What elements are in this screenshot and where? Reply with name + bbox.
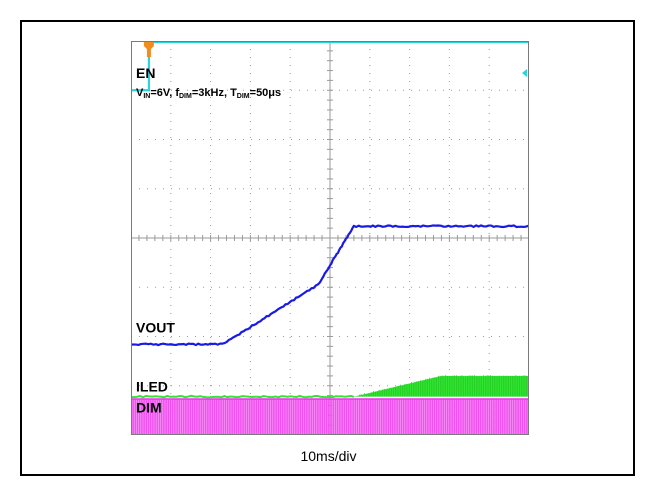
trigger-marker-stem xyxy=(147,49,151,57)
channel-label-vout: VOUT xyxy=(136,319,175,335)
conditions-annotation: VIN=6V, fDIM=3kHz, TDIM=50μs xyxy=(136,87,281,100)
series-dim xyxy=(131,399,529,435)
oscilloscope-plot: EN VOUT ILED DIM VIN=6V, fDIM=3kHz, TDIM=50μ… xyxy=(131,41,529,435)
channel-label-en: EN xyxy=(136,65,155,81)
channel-label-dim: DIM xyxy=(136,399,162,415)
channel-label-iled: ILED xyxy=(136,379,168,395)
time-scale-caption: 10ms/div xyxy=(0,448,657,464)
